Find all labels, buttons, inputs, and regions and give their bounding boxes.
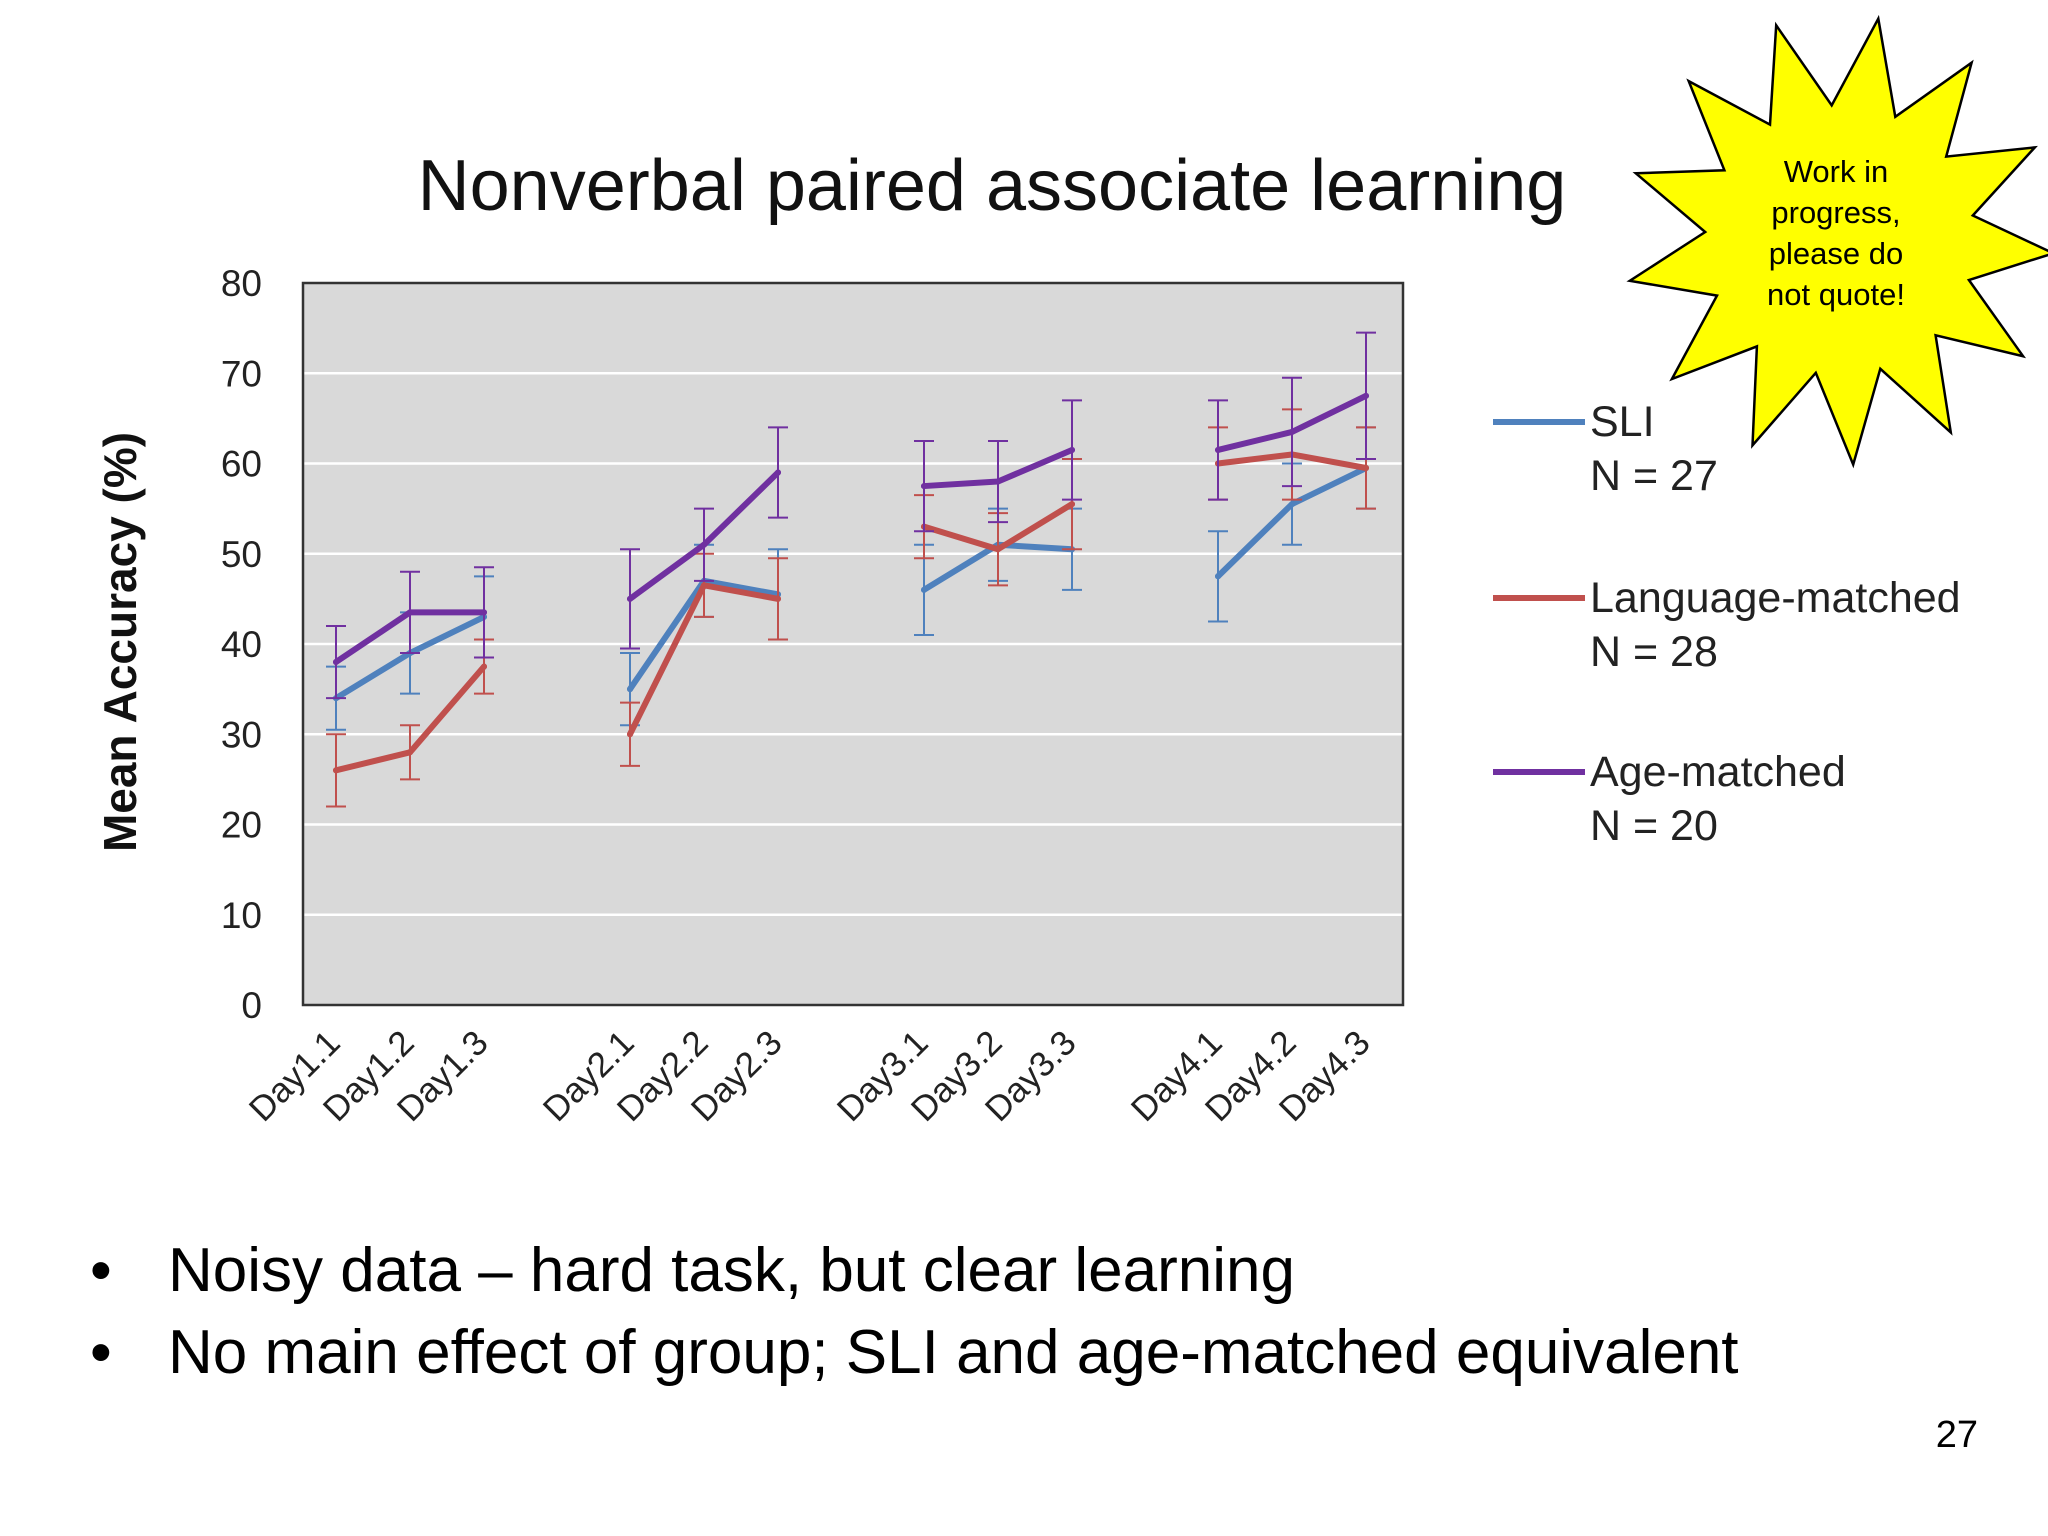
- data-point: [701, 582, 707, 589]
- data-point: [775, 595, 781, 602]
- legend-n: N = 20: [1590, 802, 1718, 850]
- legend-n: N = 27: [1590, 452, 1718, 500]
- data-point: [333, 659, 339, 666]
- data-point: [627, 731, 633, 738]
- data-point: [1069, 501, 1075, 508]
- starburst-line: Work in: [1784, 154, 1889, 189]
- chart-title: Nonverbal paired associate learning: [418, 146, 1567, 226]
- data-point: [995, 546, 1001, 553]
- y-tick-label: 20: [221, 805, 262, 846]
- data-point: [701, 541, 707, 548]
- data-point: [1215, 573, 1221, 580]
- legend-entry: Age-matched N = 20: [1493, 748, 1846, 850]
- data-point: [407, 749, 413, 756]
- starburst-shape: [1626, 14, 2048, 469]
- bullet-item: No main effect of group; SLI and age-mat…: [90, 1312, 1990, 1394]
- data-point: [921, 483, 927, 490]
- legend-entry: Language-matched N = 28: [1493, 574, 1961, 676]
- y-tick-label: 70: [221, 353, 262, 394]
- starburst-badge: Work in progress, please do not quote!: [1626, 14, 2048, 469]
- starburst-text: Work in progress, please do not quote!: [1767, 154, 1905, 312]
- bullet-item: Noisy data – hard task, but clear learni…: [90, 1230, 1990, 1312]
- y-tick-label: 60: [221, 444, 262, 485]
- data-point: [627, 686, 633, 693]
- data-point: [627, 595, 633, 602]
- legend-label: SLI: [1590, 398, 1655, 446]
- page-number: 27: [1935, 1414, 1978, 1456]
- starburst-line: not quote!: [1767, 277, 1905, 312]
- bullet-list: Noisy data – hard task, but clear learni…: [90, 1230, 1990, 1394]
- data-point: [775, 469, 781, 476]
- y-tick-label: 50: [221, 534, 262, 575]
- data-point: [407, 609, 413, 616]
- legend-label: Language-matched: [1590, 574, 1961, 622]
- data-point: [481, 609, 487, 616]
- data-point: [481, 663, 487, 670]
- data-point: [921, 586, 927, 593]
- starburst-line: please do: [1769, 236, 1903, 271]
- y-tick-label: 0: [241, 985, 262, 1026]
- data-point: [1289, 501, 1295, 508]
- data-point: [1289, 428, 1295, 435]
- y-tick-label: 40: [221, 624, 262, 665]
- y-tick-label: 10: [221, 895, 262, 936]
- series-2: [326, 331, 1376, 700]
- starburst-line: progress,: [1771, 195, 1900, 230]
- data-point: [1069, 446, 1075, 453]
- y-tick-label: 80: [221, 263, 262, 304]
- legend-entry: SLI N = 27: [1493, 398, 1718, 500]
- legend: SLI N = 27 Language-matched N = 28 Age-match…: [1493, 398, 1961, 850]
- y-tick-label: 30: [221, 714, 262, 755]
- legend-label: Age-matched: [1590, 748, 1846, 796]
- data-point: [1363, 392, 1369, 399]
- data-point: [1215, 446, 1221, 453]
- data-point: [995, 478, 1001, 485]
- data-point: [1363, 465, 1369, 472]
- plot-border: [301, 281, 1405, 1007]
- y-axis-label: Mean Accuracy (%): [94, 432, 146, 852]
- legend-n: N = 28: [1590, 628, 1718, 676]
- data-point: [333, 767, 339, 774]
- series-1: [326, 408, 1376, 808]
